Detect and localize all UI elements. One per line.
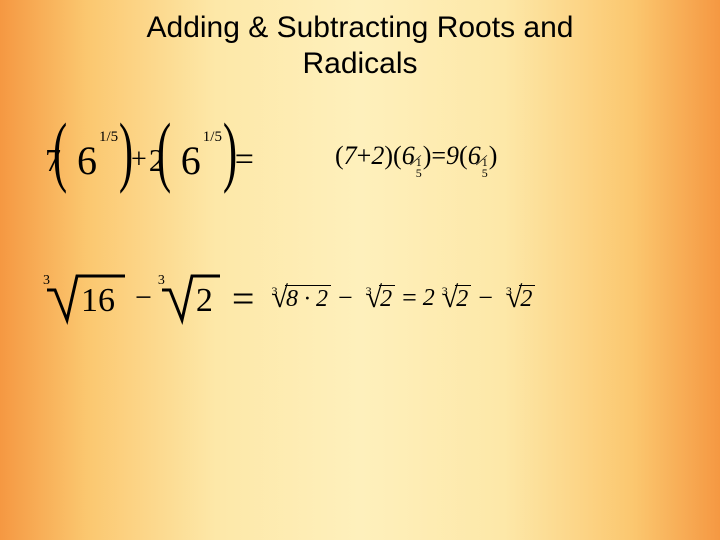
eq1-rhs-exp-1: 1 ⁄ 5 (415, 153, 423, 177)
eq2-minus: − (135, 281, 152, 315)
eq1-paren-term-b: ( 6 1/5 ) (161, 125, 233, 195)
eq1-rhs: ( 7 + 2 ) ( 6 1 ⁄ 5 ) = 9 ( 6 1 ⁄ (335, 141, 497, 177)
eq1-paren-term-a: ( 6 1/5 ) (57, 125, 129, 195)
eq2-rhs-root-2: 3 √ 2 (360, 283, 395, 314)
eq1-plus: + (131, 144, 147, 176)
title-line-1: Adding & Subtracting Roots and (147, 11, 574, 44)
slide-title: Adding & Subtracting Roots and Radicals (0, 10, 720, 82)
eq1-lhs: 7 ( 6 1/5 ) + 2 ( 6 1/5 ) = (45, 125, 260, 195)
eq2-equals: = (232, 275, 255, 322)
eq2-root-16: 3 16 (45, 270, 127, 326)
eq1-equals: = (235, 141, 254, 179)
eq1-exp-a: 1/5 (99, 129, 118, 146)
eq2-rhs-root-4: 3 √ 2 (500, 283, 535, 314)
eq2-rhs-root-1: 3 √ 8 · 2 (265, 283, 330, 314)
equation-2: 3 16 − 3 2 = 3 √ 8 · 2 − 3 (45, 270, 536, 326)
eq2-rhs-root-3: 3 √ 2 (436, 283, 471, 314)
eq2-root-2: 3 2 (160, 270, 222, 326)
slide: Adding & Subtracting Roots and Radicals … (0, 0, 720, 540)
eq1-exp-b: 1/5 (203, 129, 222, 146)
eq2-rhs: 3 √ 8 · 2 − 3 √ 2 = 2 3 √ 2 − 3 √ 2 (264, 283, 536, 314)
title-line-2: Radicals (302, 47, 417, 80)
equation-1: 7 ( 6 1/5 ) + 2 ( 6 1/5 ) = ( 7 + 2 ) ( (45, 125, 260, 195)
eq1-rhs-exp-2: 1 ⁄ 5 (481, 153, 489, 177)
eq1-base-b: 6 (181, 137, 201, 184)
eq1-base-a: 6 (77, 137, 97, 184)
